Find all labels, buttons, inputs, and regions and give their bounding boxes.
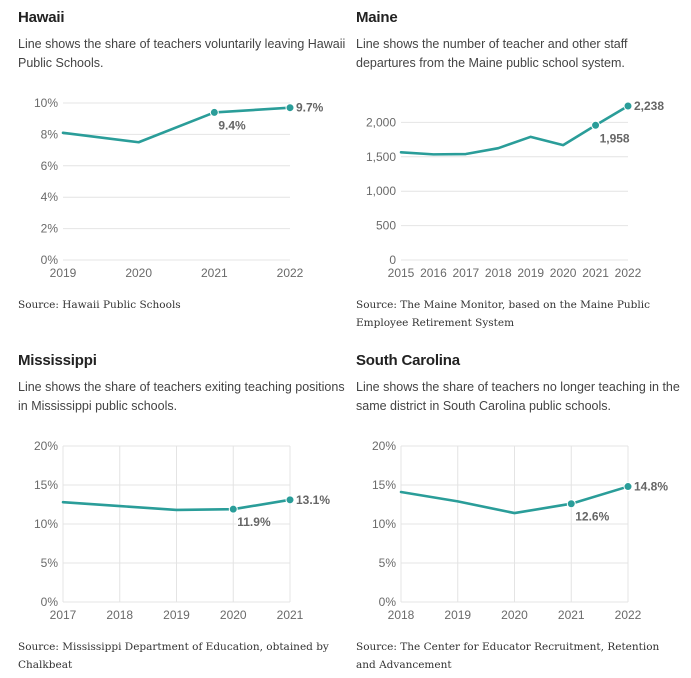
- line-chart-maine-xtick-label: 2018: [485, 266, 512, 280]
- line-chart-mississippi-data-label: 11.9%: [237, 515, 271, 529]
- line-chart-hawaii-data-label: 9.7%: [296, 101, 324, 115]
- line-chart-maine-ytick-label: 2,000: [366, 115, 396, 129]
- line-chart-south-carolina-data-label: 14.8%: [634, 480, 668, 494]
- panel-maine: Maine Line shows the number of teacher a…: [356, 9, 686, 339]
- line-chart-hawaii-xtick-label: 2020: [125, 266, 152, 280]
- line-chart-maine-xtick-label: 2017: [453, 266, 480, 280]
- line-chart-hawaii-ytick-label: 6%: [41, 159, 59, 173]
- panel-title: Maine: [356, 9, 398, 26]
- line-chart-hawaii-marker: [285, 103, 295, 113]
- line-chart-hawaii-ytick-label: 8%: [41, 127, 59, 141]
- source-note: Source: Mississippi Department of Educat…: [18, 641, 329, 671]
- line-chart-mississippi-xtick-label: 2021: [277, 608, 304, 622]
- line-chart-south-carolina-marker: [623, 482, 633, 492]
- panel-south-carolina: South Carolina Line shows the share of t…: [356, 352, 686, 677]
- panel-subtitle: Line shows the share of teachers exiting…: [18, 380, 345, 413]
- panel-title: Hawaii: [18, 9, 65, 26]
- line-chart-mississippi-ytick-label: 5%: [41, 556, 59, 570]
- panel-subtitle: Line shows the share of teachers no long…: [356, 380, 680, 413]
- line-chart-mississippi-series-line: [61, 498, 292, 512]
- line-chart-maine-xtick-label: 2019: [517, 266, 544, 280]
- line-chart-maine-ytick-label: 0: [389, 253, 396, 267]
- line-chart-hawaii-xtick-label: 2022: [277, 266, 304, 280]
- line-chart-south-carolina-xtick-label: 2019: [444, 608, 471, 622]
- line-chart-maine-ytick-label: 1,000: [366, 184, 396, 198]
- line-chart-hawaii-xtick-label: 2019: [50, 266, 77, 280]
- line-chart-maine-xtick-label: 2021: [582, 266, 609, 280]
- panel-subtitle: Line shows the share of teachers volunta…: [18, 37, 346, 70]
- line-chart-south-carolina-xtick-label: 2020: [501, 608, 528, 622]
- line-chart-maine-xtick-label: 2015: [388, 266, 415, 280]
- line-chart-south-carolina: 0% 5% 10% 15% 20% 2018 2019 2020 2021 2022 12.6% 14…: [372, 439, 670, 622]
- line-chart-maine-ytick-label: 500: [376, 219, 396, 233]
- line-chart-hawaii-ytick-label: 2%: [41, 222, 59, 236]
- line-chart-hawaii-marker: [209, 107, 219, 117]
- line-chart-south-carolina-ytick-label: 10%: [372, 517, 396, 531]
- line-chart-maine-xtick-label: 2022: [615, 266, 642, 280]
- panel-title: Mississippi: [18, 352, 97, 369]
- line-chart-maine-xtick-label: 2016: [420, 266, 447, 280]
- line-chart-hawaii-xtick-label: 2021: [201, 266, 228, 280]
- line-chart-hawaii-ytick-label: 0%: [41, 253, 59, 267]
- line-chart-maine-xtick-label: 2020: [550, 266, 577, 280]
- panel-hawaii: Hawaii Line shows the share of teachers …: [18, 9, 348, 319]
- line-chart-maine-data-label: 2,238: [634, 99, 664, 113]
- line-chart-south-carolina-ytick-label: 15%: [372, 478, 396, 492]
- line-chart-mississippi-xtick-label: 2018: [106, 608, 133, 622]
- line-chart-mississippi-xtick-label: 2017: [50, 608, 77, 622]
- line-chart-south-carolina-xtick-label: 2022: [615, 608, 642, 622]
- line-chart-mississippi-ytick-label: 10%: [34, 517, 58, 531]
- line-chart-mississippi-xtick-label: 2019: [163, 608, 190, 622]
- line-chart-mississippi: 0% 5% 10% 15% 20% 2017 2018 2019 2020 2021 11.9% 13…: [34, 439, 332, 622]
- line-chart-mississippi-data-label: 13.1%: [296, 493, 330, 507]
- line-chart-hawaii-data-label: 9.4%: [218, 118, 246, 132]
- panel-subtitle: Line shows the number of teacher and oth…: [356, 37, 628, 70]
- source-note: Source: Hawaii Public Schools: [18, 299, 181, 311]
- line-chart-maine-ytick-label: 1,500: [366, 150, 396, 164]
- line-chart-hawaii-ytick-label: 10%: [34, 96, 58, 110]
- source-note: Source: The Center for Educator Recruitm…: [356, 641, 660, 671]
- line-chart-maine-data-label: 1,958: [600, 131, 630, 145]
- line-chart-hawaii-ytick-label: 4%: [41, 190, 59, 204]
- line-chart-mississippi-ytick-label: 15%: [34, 478, 58, 492]
- line-chart-maine-marker: [591, 120, 601, 130]
- line-chart-maine-marker: [623, 101, 633, 111]
- line-chart-south-carolina-ytick-label: 20%: [372, 439, 396, 453]
- line-chart-mississippi-xtick-label: 2020: [220, 608, 247, 622]
- line-chart-maine: 0 500 1,000 1,500 2,000 2015 2016 2017 2018 2019 2…: [366, 98, 666, 281]
- line-chart-south-carolina-ytick-label: 0%: [379, 595, 397, 609]
- source-note: Source: The Maine Monitor, based on the …: [356, 299, 650, 329]
- line-chart-mississippi-marker: [228, 504, 238, 514]
- line-chart-maine-series-line: [399, 104, 630, 156]
- panel-mississippi: Mississippi Line shows the share of teac…: [18, 352, 348, 677]
- panel-title: South Carolina: [356, 352, 460, 369]
- line-chart-south-carolina-marker: [566, 499, 576, 509]
- line-chart-south-carolina-series-line: [399, 485, 630, 515]
- line-chart-mississippi-ytick-label: 20%: [34, 439, 58, 453]
- line-chart-south-carolina-ytick-label: 5%: [379, 556, 397, 570]
- line-chart-south-carolina-xtick-label: 2018: [388, 608, 415, 622]
- line-chart-mississippi-marker: [285, 495, 295, 505]
- line-chart-mississippi-ytick-label: 0%: [41, 595, 59, 609]
- line-chart-south-carolina-data-label: 12.6%: [575, 510, 609, 524]
- line-chart-hawaii: 0% 2% 4% 6% 8% 10% 2019 2020 2021 2022 9.4% 9.7%: [34, 96, 325, 280]
- line-chart-south-carolina-xtick-label: 2021: [558, 608, 585, 622]
- line-chart-hawaii-series-line: [61, 106, 292, 144]
